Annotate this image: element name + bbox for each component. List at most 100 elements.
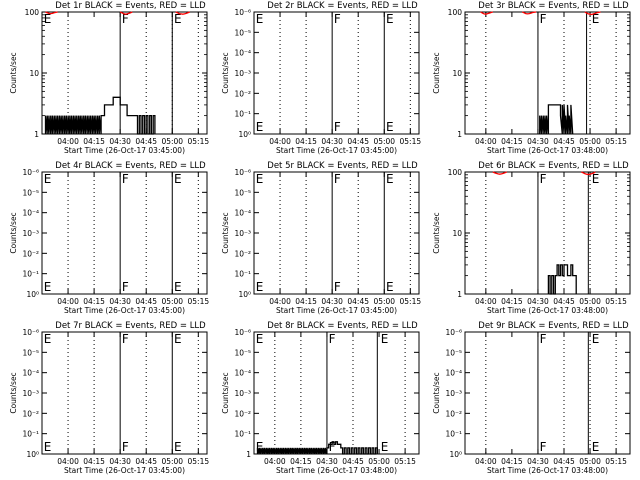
event-marker-bottom: E	[44, 440, 52, 454]
panel-title: Det 7r BLACK = Events, RED = LLD	[55, 321, 206, 331]
lld-series-line	[480, 11, 493, 15]
y-axis-label: Counts/sec	[432, 212, 441, 253]
event-marker-top: F	[334, 172, 341, 186]
x-tick-label: 04:00	[475, 297, 497, 306]
x-tick-label: 04:15	[501, 457, 523, 466]
event-marker-top: F	[540, 332, 547, 346]
y-tick-label: 10⁻³	[22, 389, 39, 398]
y-tick-label: 10⁻⁶	[234, 168, 251, 177]
y-tick-label: 10⁻²	[445, 409, 462, 418]
x-tick-label: 05:00	[161, 457, 183, 466]
x-tick-label: 05:00	[579, 457, 601, 466]
panel-title: Det 6r BLACK = Events, RED = LLD	[478, 161, 629, 171]
x-tick-label: 04:00	[475, 137, 497, 146]
lld-series-line	[45, 11, 58, 15]
y-tick-label: 10⁰	[449, 450, 462, 459]
detector-panel: Det 4r BLACK = Events, RED = LLD 10⁰ 10⁻¹ 1…	[9, 161, 209, 315]
x-tick-label: 04:30	[109, 457, 131, 466]
y-tick-label: 10	[29, 69, 39, 78]
y-tick-label: 10⁻⁴	[234, 49, 251, 58]
event-marker-bottom: E	[256, 120, 264, 134]
event-marker-top: F	[122, 332, 129, 346]
event-marker-top: E	[592, 332, 600, 346]
events-series-line	[539, 104, 574, 135]
y-tick-label: 10⁻⁴	[234, 209, 251, 218]
plot-frame	[253, 171, 420, 295]
plot-frame	[464, 331, 631, 455]
x-axis-label: Start Time (26-Oct-17 03:48:00)	[487, 146, 608, 155]
event-marker-bottom: E	[174, 440, 182, 454]
x-tick-label: 05:00	[373, 137, 395, 146]
x-axis-label: Start Time (26-Oct-17 03:45:00)	[276, 306, 397, 315]
event-marker-top: E	[381, 332, 389, 346]
x-tick-label: 05:15	[188, 457, 210, 466]
event-marker-top: E	[256, 172, 264, 186]
x-tick-label: 05:15	[188, 137, 210, 146]
y-tick-label: 10⁻⁴	[22, 209, 39, 218]
y-axis-label: Counts/sec	[9, 212, 18, 253]
event-marker-top: E	[256, 332, 264, 346]
detector-panel: Det 6r BLACK = Events, RED = LLD 1 10 100 04…	[432, 161, 631, 315]
event-marker-bottom: E	[386, 280, 394, 294]
x-tick-label: 05:00	[373, 297, 395, 306]
event-marker-bottom: F	[334, 120, 341, 134]
y-tick-label: 10⁻³	[445, 389, 462, 398]
x-tick-label: 04:45	[553, 297, 575, 306]
y-tick-label: 10⁻¹	[445, 430, 462, 439]
event-marker-bottom: F	[334, 280, 341, 294]
y-tick-label: 1	[457, 130, 462, 139]
x-tick-label: 04:30	[321, 137, 343, 146]
event-marker-top: E	[174, 172, 182, 186]
x-tick-label: 04:30	[109, 297, 131, 306]
x-tick-label: 04:45	[135, 137, 157, 146]
lld-series-line	[581, 171, 596, 176]
y-tick-label: 10⁻¹	[22, 270, 39, 279]
event-marker-top: E	[592, 12, 600, 26]
y-tick-label: 10⁻¹	[234, 270, 251, 279]
event-marker-top: E	[386, 12, 394, 26]
plot-frame	[253, 11, 420, 135]
plot-frame	[253, 331, 420, 455]
y-axis-label: Counts/sec	[9, 372, 18, 413]
y-axis-label: Counts/sec	[432, 52, 441, 93]
event-marker-bottom: E	[174, 280, 182, 294]
event-marker-top: F	[334, 12, 341, 26]
y-tick-label: 10⁻⁵	[234, 188, 251, 197]
event-marker-top: E	[256, 12, 264, 26]
x-tick-label: 04:30	[321, 297, 343, 306]
detector-panel: Det 7r BLACK = Events, RED = LLD 10⁰ 10⁻¹ 1…	[9, 321, 209, 475]
y-axis-label: Counts/sec	[221, 372, 230, 413]
event-marker-top: F	[540, 12, 547, 26]
events-series-line	[547, 264, 577, 295]
event-marker-top: F	[122, 12, 129, 26]
x-axis-label: Start Time (26-Oct-17 03:48:00)	[487, 306, 608, 315]
x-tick-label: 05:00	[161, 297, 183, 306]
y-tick-label: 10⁻⁴	[234, 369, 251, 378]
event-marker-top: E	[386, 172, 394, 186]
detector-panel: Det 2r BLACK = Events, RED = LLD 10⁰ 10⁻¹ 1…	[221, 1, 421, 155]
panel-title: Det 2r BLACK = Events, RED = LLD	[267, 1, 418, 11]
y-tick-label: 10⁻⁵	[22, 348, 39, 357]
y-tick-label: 10⁻⁴	[445, 369, 462, 378]
event-marker-top: E	[44, 172, 52, 186]
panel-title: Det 5r BLACK = Events, RED = LLD	[267, 161, 418, 171]
y-tick-label: 10⁰	[238, 290, 251, 299]
event-marker-bottom: F	[122, 280, 129, 294]
event-marker-bottom: E	[386, 120, 394, 134]
event-marker-top: F	[540, 172, 547, 186]
x-tick-label: 04:15	[295, 137, 317, 146]
y-tick-label: 10⁻²	[22, 409, 39, 418]
x-tick-label: 05:00	[579, 297, 601, 306]
event-marker-top: E	[44, 332, 52, 346]
x-tick-label: 04:30	[527, 457, 549, 466]
y-tick-label: 10⁻³	[234, 229, 251, 238]
x-tick-label: 04:00	[269, 137, 291, 146]
lld-series-line	[492, 171, 507, 175]
y-axis-label: Counts/sec	[9, 52, 18, 93]
x-tick-label: 04:15	[290, 457, 312, 466]
y-tick-label: 10⁻⁵	[22, 188, 39, 197]
event-marker-bottom: E	[44, 280, 52, 294]
x-tick-label: 04:45	[135, 457, 157, 466]
y-tick-label: 10⁻⁶	[22, 328, 39, 337]
